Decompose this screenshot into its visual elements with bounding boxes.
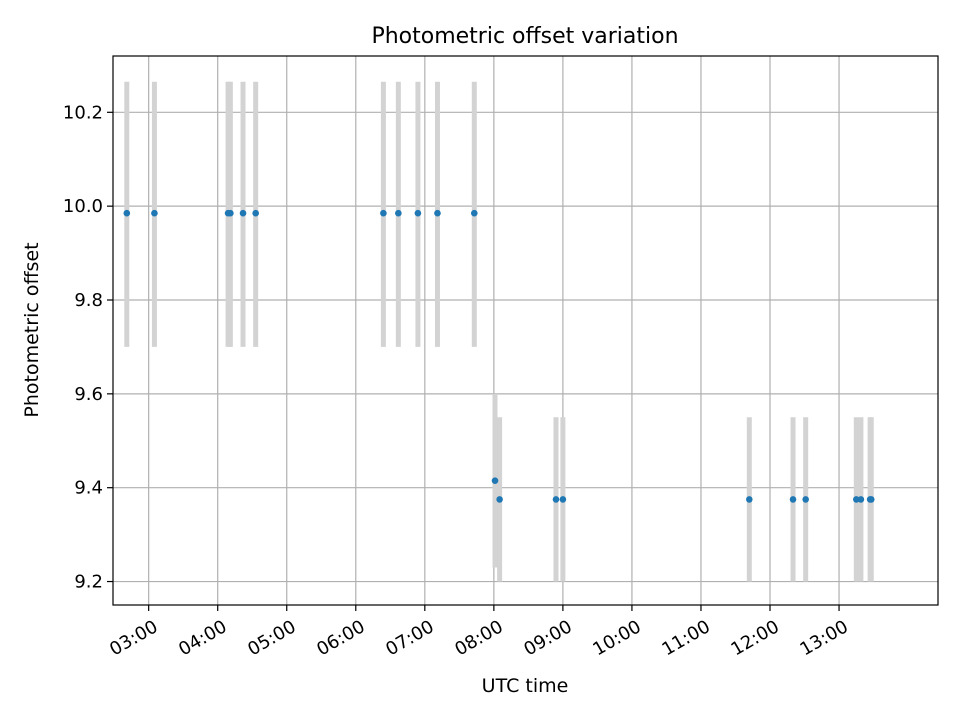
y-tick-label: 9.4 [74,478,103,499]
data-point [395,209,402,217]
y-tick-label: 10.0 [63,196,103,217]
plot-area-frame [112,55,939,606]
plot-area-background [113,56,938,605]
data-point [252,209,259,217]
data-point [552,496,560,503]
marker-layer [123,209,875,503]
data-point [227,209,234,217]
y-tick-label: 9.2 [74,572,103,593]
data-point [434,209,441,217]
data-point [470,209,478,217]
y-axis-ticks: 9.2 9.4 9.6 9.8 10.0 10.2 [63,102,113,593]
data-point [745,496,753,503]
data-point [380,209,387,217]
grid-layer [113,56,938,605]
data-point [867,496,875,503]
chart-title: Photometric offset variation [371,24,678,49]
x-axis-label: UTC time [482,675,569,697]
data-point [123,209,131,217]
data-point [239,209,247,217]
data-point [151,209,158,217]
data-point [414,209,422,217]
data-point [802,496,809,503]
data-point [559,496,567,503]
y-axis-label: Photometric offset [21,242,43,417]
y-tick-label: 9.8 [74,290,103,311]
y-tick-label: 10.2 [63,102,103,123]
data-point [496,496,503,503]
data-point [789,496,797,503]
data-point [491,477,499,484]
data-point [853,496,860,503]
y-tick-label: 9.6 [74,384,103,405]
data-point [857,496,865,503]
